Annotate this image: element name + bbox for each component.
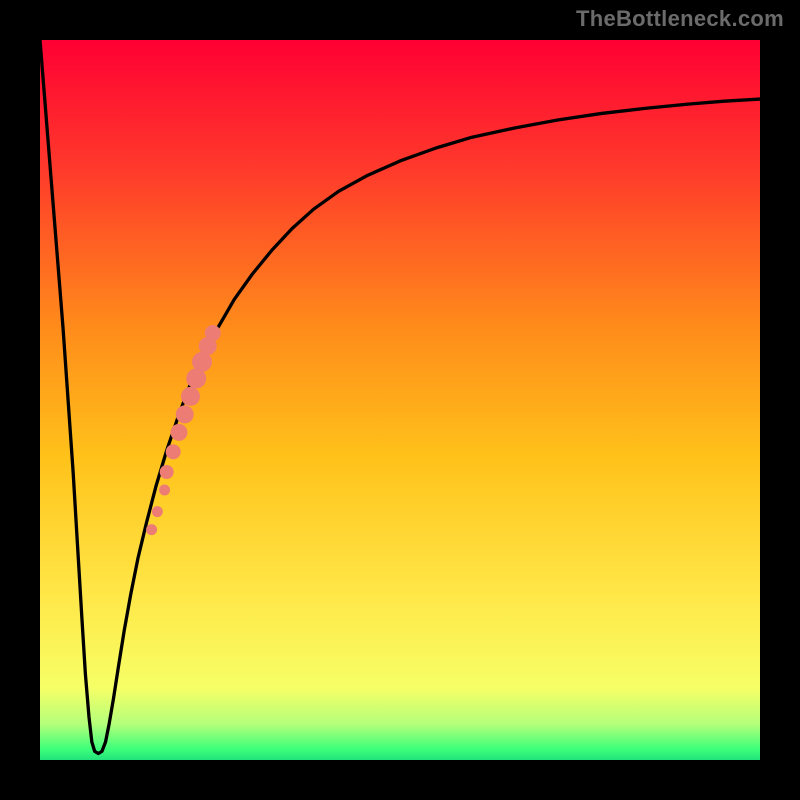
bottleneck-chart (40, 40, 760, 760)
scatter-point (181, 387, 200, 406)
scatter-point (170, 424, 187, 441)
plot-frame (40, 40, 760, 760)
scatter-point (176, 405, 194, 423)
chart-container: TheBottleneck.com (0, 0, 800, 800)
scatter-point (146, 524, 157, 535)
scatter-point (166, 444, 181, 459)
watermark-text: TheBottleneck.com (576, 6, 784, 32)
scatter-point (205, 325, 221, 341)
chart-background (40, 40, 760, 760)
scatter-point (152, 506, 163, 517)
scatter-point (160, 465, 174, 479)
scatter-point (159, 485, 170, 496)
